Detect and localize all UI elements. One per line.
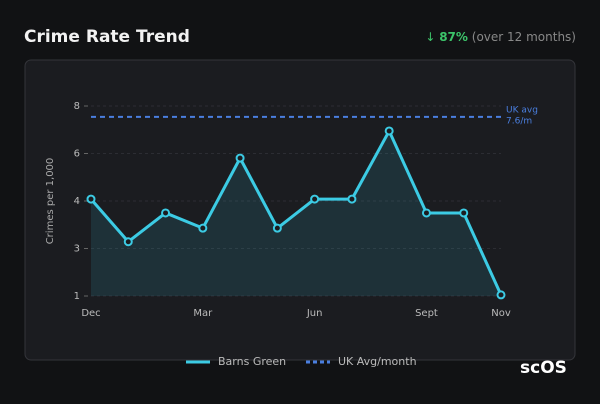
x-tick-label: Mar: [193, 308, 213, 319]
x-tick-label: Dec: [81, 308, 100, 319]
y-tick-label: 4: [74, 196, 80, 207]
point: [235, 153, 245, 163]
point: [459, 208, 469, 218]
reference-label: 7.6/m: [506, 116, 532, 126]
point: [421, 208, 431, 218]
x-tick-label: Sept: [415, 308, 438, 319]
y-tick-label: 6: [74, 149, 80, 160]
x-tick-label: Nov: [491, 308, 511, 319]
point: [310, 194, 320, 204]
point: [198, 223, 208, 233]
point: [161, 208, 171, 218]
y-tick-label: 3: [74, 244, 80, 255]
change: ↓ 87% (over 12 months): [425, 30, 576, 44]
chart-title: Crime Rate Trend: [24, 27, 190, 47]
logo: scOS: [520, 358, 567, 378]
y-axis-label: Crimes per 1,000: [45, 158, 56, 245]
point: [272, 223, 282, 233]
change-note: (over 12 months): [472, 30, 576, 44]
area: [91, 130, 501, 296]
x-tick-label: Jun: [306, 308, 323, 319]
point: [384, 126, 394, 136]
y-tick-label: 8: [74, 101, 80, 112]
point: [347, 194, 357, 204]
legend-label: UK Avg/month: [338, 355, 417, 368]
line: [89, 129, 503, 296]
legend-label: Barns Green: [218, 355, 286, 368]
change-value: 87%: [439, 30, 468, 44]
point: [86, 194, 96, 204]
y-tick-label: 1: [74, 291, 80, 302]
point: [496, 290, 506, 300]
reference-label: UK avg: [506, 105, 538, 115]
point: [123, 237, 133, 247]
change-arrow: ↓: [425, 30, 435, 44]
